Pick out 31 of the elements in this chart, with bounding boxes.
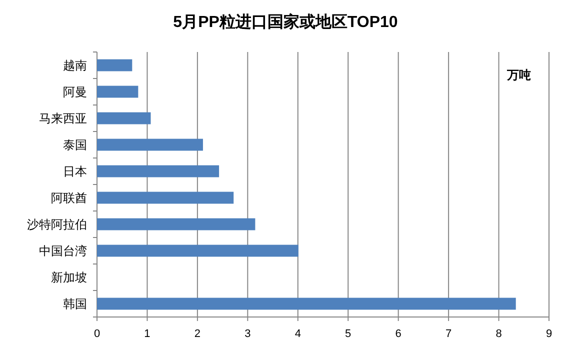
y-tick-label: 韩国	[63, 296, 87, 311]
x-tick-label: 7	[445, 328, 452, 340]
x-tick-label: 1	[144, 328, 150, 340]
bar	[97, 218, 256, 230]
y-tick-label: 日本	[63, 164, 87, 178]
bar	[97, 192, 234, 204]
y-tick-label: 阿曼	[63, 84, 87, 99]
y-tick-label: 新加坡	[51, 270, 87, 284]
x-tick-label: 8	[496, 328, 502, 340]
x-tick-label: 0	[94, 328, 100, 340]
x-tick-label: 6	[395, 328, 402, 340]
y-tick-label: 马来西亚	[39, 111, 87, 126]
chart-title: 5月PP粒进口国家或地区TOP10	[173, 12, 398, 31]
y-tick-label: 阿联酋	[51, 190, 87, 205]
bar	[97, 298, 516, 310]
x-tick-label: 9	[546, 328, 552, 340]
bar	[97, 112, 151, 124]
bar	[97, 59, 132, 72]
y-tick-label: 泰国	[63, 138, 87, 152]
bar	[97, 138, 203, 151]
x-tick-label: 3	[244, 328, 251, 340]
x-tick-label: 5	[345, 328, 352, 340]
bar	[97, 165, 220, 178]
y-tick-label: 中国台湾	[39, 244, 87, 258]
bar	[97, 86, 138, 98]
x-tick-label: 2	[194, 328, 201, 340]
y-tick-label: 沙特阿拉伯	[27, 217, 87, 232]
bar	[97, 244, 298, 257]
annotation: 万吨	[506, 68, 531, 82]
y-tick-label: 越南	[63, 58, 87, 72]
x-tick-label: 4	[294, 328, 301, 340]
